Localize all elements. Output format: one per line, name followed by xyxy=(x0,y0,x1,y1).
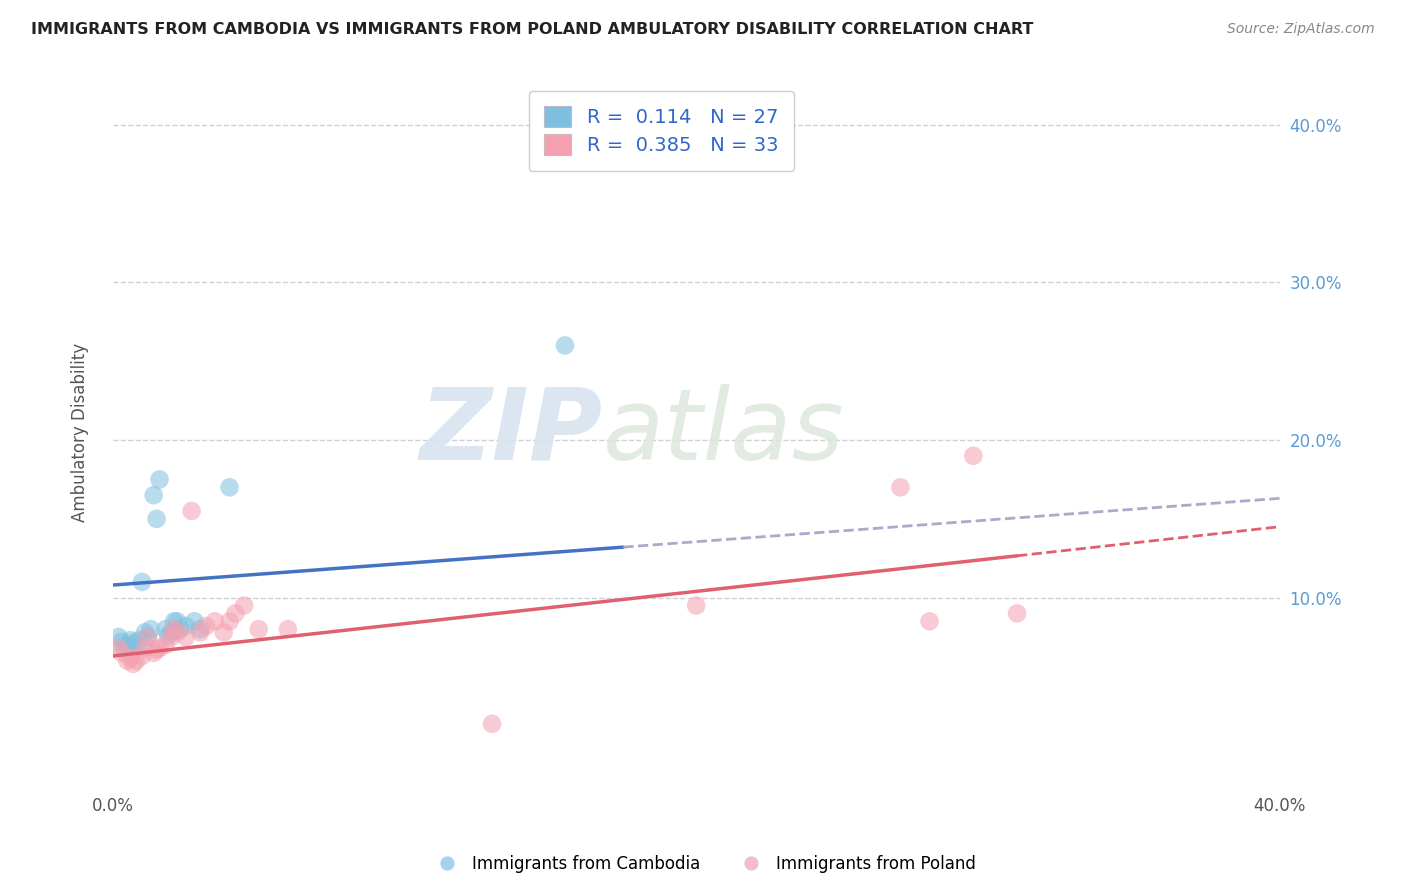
Point xyxy=(188,625,211,640)
Point xyxy=(224,607,246,621)
Point xyxy=(163,622,186,636)
Point xyxy=(1005,607,1028,621)
Point xyxy=(218,615,240,629)
Point xyxy=(134,641,156,656)
Point xyxy=(120,633,142,648)
Point xyxy=(233,599,256,613)
Point xyxy=(136,630,159,644)
Point xyxy=(180,504,202,518)
Point xyxy=(160,625,183,640)
Point xyxy=(148,472,170,486)
Point xyxy=(166,625,188,640)
Y-axis label: Ambulatory Disability: Ambulatory Disability xyxy=(72,343,89,522)
Point xyxy=(174,619,197,633)
Point xyxy=(889,480,911,494)
Point xyxy=(125,654,148,668)
Point xyxy=(204,615,226,629)
Point xyxy=(160,630,183,644)
Point xyxy=(962,449,984,463)
Point xyxy=(163,615,186,629)
Point xyxy=(139,622,162,636)
Point xyxy=(183,615,205,629)
Point xyxy=(107,630,129,644)
Point xyxy=(120,650,142,665)
Point xyxy=(218,480,240,494)
Point xyxy=(155,622,177,636)
Point xyxy=(918,615,941,629)
Text: IMMIGRANTS FROM CAMBODIA VS IMMIGRANTS FROM POLAND AMBULATORY DISABILITY CORRELA: IMMIGRANTS FROM CAMBODIA VS IMMIGRANTS F… xyxy=(31,22,1033,37)
Point xyxy=(142,646,165,660)
Point xyxy=(110,646,132,660)
Point xyxy=(481,716,503,731)
Point xyxy=(195,619,218,633)
Point xyxy=(169,622,191,636)
Point xyxy=(554,338,576,352)
Point xyxy=(148,641,170,656)
Point xyxy=(157,628,180,642)
Point xyxy=(212,625,235,640)
Point xyxy=(145,642,167,657)
Point xyxy=(277,622,299,636)
Point xyxy=(612,149,634,163)
Point xyxy=(122,636,145,650)
Point xyxy=(145,512,167,526)
Point xyxy=(685,599,707,613)
Point xyxy=(166,615,188,629)
Text: atlas: atlas xyxy=(603,384,845,481)
Legend: Immigrants from Cambodia, Immigrants from Poland: Immigrants from Cambodia, Immigrants fro… xyxy=(425,848,981,880)
Point xyxy=(117,638,139,652)
Point xyxy=(125,641,148,656)
Point xyxy=(114,641,136,656)
Point xyxy=(188,622,211,636)
Point xyxy=(174,630,197,644)
Point xyxy=(107,641,129,656)
Point xyxy=(134,625,156,640)
Point xyxy=(110,635,132,649)
Point xyxy=(247,622,270,636)
Text: Source: ZipAtlas.com: Source: ZipAtlas.com xyxy=(1227,22,1375,37)
Point xyxy=(136,630,159,644)
Text: ZIP: ZIP xyxy=(420,384,603,481)
Point xyxy=(122,657,145,671)
Point xyxy=(142,488,165,502)
Point xyxy=(117,654,139,668)
Point xyxy=(131,648,153,663)
Point xyxy=(131,574,153,589)
Point xyxy=(155,638,177,652)
Point xyxy=(128,633,150,648)
Legend: R =  0.114   N = 27, R =  0.385   N = 33: R = 0.114 N = 27, R = 0.385 N = 33 xyxy=(529,91,794,171)
